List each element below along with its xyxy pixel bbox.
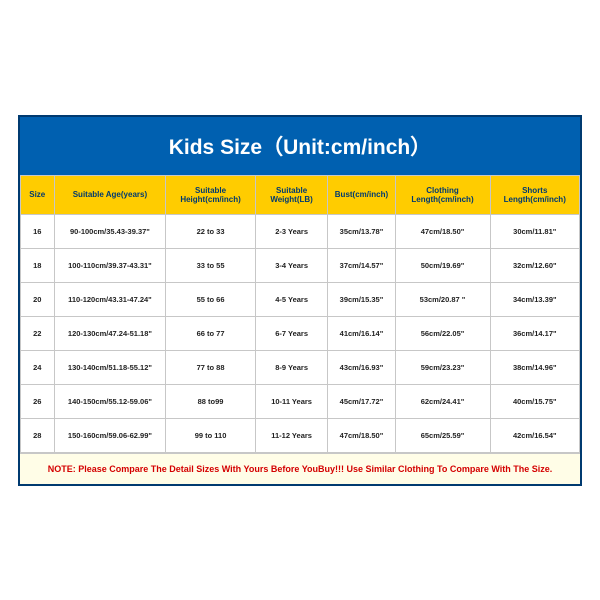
table-cell: 45cm/17.72"	[328, 384, 395, 418]
size-table: Size Suitable Age(years) Suitable Height…	[20, 175, 580, 453]
table-cell: 90-100cm/35.43-39.37"	[54, 214, 166, 248]
table-cell: 24	[21, 350, 55, 384]
col-clothing-length: Clothing Length(cm/inch)	[395, 175, 490, 214]
note-text: NOTE: Please Compare The Detail Sizes Wi…	[20, 453, 580, 484]
table-cell: 2-3 Years	[255, 214, 328, 248]
table-cell: 6-7 Years	[255, 316, 328, 350]
table-body: 1690-100cm/35.43-39.37"22 to 332-3 Years…	[21, 214, 580, 452]
table-cell: 22 to 33	[166, 214, 255, 248]
table-cell: 37cm/14.57"	[328, 248, 395, 282]
table-cell: 55 to 66	[166, 282, 255, 316]
table-cell: 62cm/24.41"	[395, 384, 490, 418]
table-cell: 32cm/12.60"	[490, 248, 579, 282]
table-cell: 140-150cm/55.12-59.06"	[54, 384, 166, 418]
col-size: Size	[21, 175, 55, 214]
col-suitable-height: Suitable Height(cm/inch)	[166, 175, 255, 214]
table-cell: 99 to 110	[166, 418, 255, 452]
table-cell: 36cm/14.17"	[490, 316, 579, 350]
table-cell: 130-140cm/51.18-55.12"	[54, 350, 166, 384]
table-cell: 18	[21, 248, 55, 282]
table-row: 22120-130cm/47.24-51.18"66 to 776-7 Year…	[21, 316, 580, 350]
table-cell: 53cm/20.87 "	[395, 282, 490, 316]
table-cell: 47cm/18.50"	[328, 418, 395, 452]
table-row: 26140-150cm/55.12-59.06"88 to9910-11 Yea…	[21, 384, 580, 418]
table-cell: 41cm/16.14"	[328, 316, 395, 350]
table-cell: 65cm/25.59"	[395, 418, 490, 452]
col-shorts-length: Shorts Length(cm/inch)	[490, 175, 579, 214]
table-cell: 38cm/14.96"	[490, 350, 579, 384]
table-cell: 4-5 Years	[255, 282, 328, 316]
table-cell: 11-12 Years	[255, 418, 328, 452]
table-cell: 100-110cm/39.37-43.31"	[54, 248, 166, 282]
table-head: Size Suitable Age(years) Suitable Height…	[21, 175, 580, 214]
table-cell: 150-160cm/59.06-62.99"	[54, 418, 166, 452]
table-cell: 40cm/15.75"	[490, 384, 579, 418]
table-cell: 77 to 88	[166, 350, 255, 384]
table-cell: 110-120cm/43.31-47.24"	[54, 282, 166, 316]
table-cell: 88 to99	[166, 384, 255, 418]
table-cell: 56cm/22.05"	[395, 316, 490, 350]
table-cell: 120-130cm/47.24-51.18"	[54, 316, 166, 350]
col-suitable-age: Suitable Age(years)	[54, 175, 166, 214]
table-cell: 47cm/18.50"	[395, 214, 490, 248]
table-cell: 22	[21, 316, 55, 350]
col-suitable-weight: Suitable Weight(LB)	[255, 175, 328, 214]
table-cell: 34cm/13.39"	[490, 282, 579, 316]
table-cell: 20	[21, 282, 55, 316]
table-cell: 66 to 77	[166, 316, 255, 350]
table-cell: 39cm/15.35"	[328, 282, 395, 316]
table-row: 18100-110cm/39.37-43.31"33 to 553-4 Year…	[21, 248, 580, 282]
size-chart: Kids Size（Unit:cm/inch） Size Suitable Ag…	[18, 115, 582, 486]
table-cell: 50cm/19.69"	[395, 248, 490, 282]
table-cell: 8-9 Years	[255, 350, 328, 384]
table-cell: 30cm/11.81"	[490, 214, 579, 248]
table-cell: 3-4 Years	[255, 248, 328, 282]
table-row: 28150-160cm/59.06-62.99"99 to 11011-12 Y…	[21, 418, 580, 452]
table-row: 20110-120cm/43.31-47.24"55 to 664-5 Year…	[21, 282, 580, 316]
table-cell: 28	[21, 418, 55, 452]
table-cell: 33 to 55	[166, 248, 255, 282]
table-cell: 16	[21, 214, 55, 248]
table-cell: 35cm/13.78"	[328, 214, 395, 248]
table-cell: 43cm/16.93"	[328, 350, 395, 384]
table-cell: 26	[21, 384, 55, 418]
table-cell: 10-11 Years	[255, 384, 328, 418]
table-row: 24130-140cm/51.18-55.12"77 to 888-9 Year…	[21, 350, 580, 384]
table-row: 1690-100cm/35.43-39.37"22 to 332-3 Years…	[21, 214, 580, 248]
table-cell: 59cm/23.23"	[395, 350, 490, 384]
table-cell: 42cm/16.54"	[490, 418, 579, 452]
col-bust: Bust(cm/inch)	[328, 175, 395, 214]
chart-title: Kids Size（Unit:cm/inch）	[20, 117, 580, 175]
